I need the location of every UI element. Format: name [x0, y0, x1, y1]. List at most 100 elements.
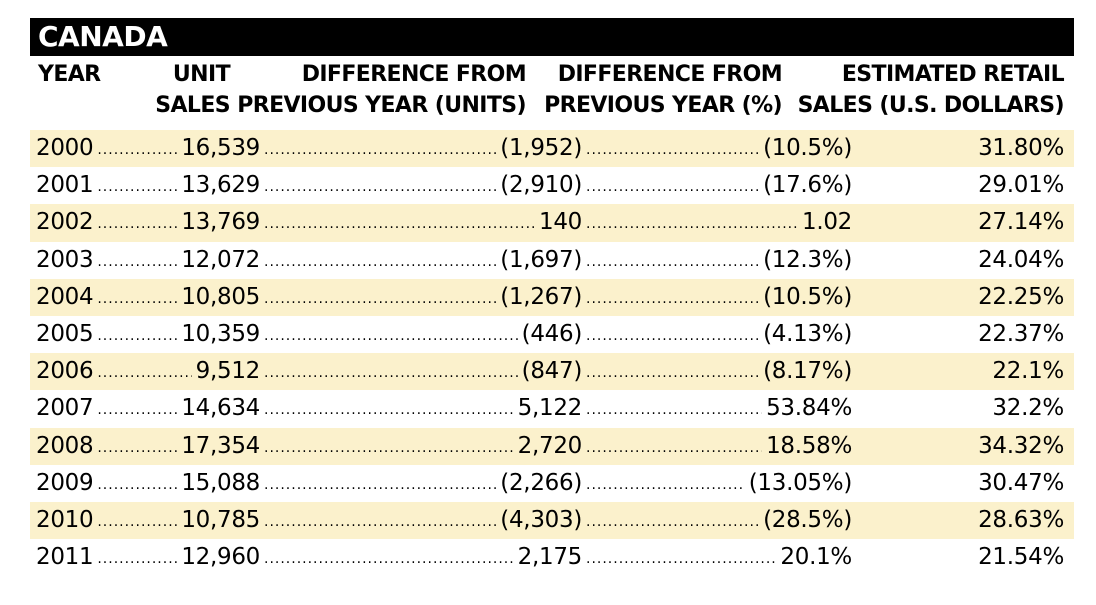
header-diff-pct-line1: DIFFERENCE FROM	[557, 62, 783, 87]
cell-unit-sales: 10,805	[181, 283, 260, 310]
cell-year: 2001	[36, 172, 94, 199]
dot-leader: ........................................…	[586, 179, 759, 196]
cell-year: 2003	[36, 246, 94, 273]
cell-unit-sales: 9,512	[195, 358, 261, 385]
header-year: YEAR	[38, 62, 101, 87]
table-header: YEAR UNIT SALES DIFFERENCE FROM PREVIOUS…	[30, 56, 1074, 130]
table-row: 2002....................................…	[30, 204, 1074, 242]
cell-retail-sales: 22.1%	[992, 358, 1064, 385]
cell-diff-pct: (13.05%)	[748, 469, 853, 496]
cell-year: 2004	[36, 283, 94, 310]
cell-retail-sales: 24.04%	[978, 246, 1064, 273]
dot-leader: ........................................…	[264, 179, 496, 196]
cell-retail-sales: 30.47%	[978, 469, 1064, 496]
cell-unit-sales: 10,359	[181, 320, 260, 347]
dot-leader: ........................................…	[264, 439, 514, 456]
cell-diff-units: (847)	[521, 358, 583, 385]
dot-leader: ........................................…	[264, 476, 496, 493]
dot-leader: ........................................…	[586, 253, 759, 270]
table-row: 2006....................................…	[30, 353, 1074, 391]
dot-leader: ........................................…	[97, 179, 178, 196]
header-retail-line2: SALES (U.S. DOLLARS)	[797, 93, 1065, 118]
cell-retail-sales: 32.2%	[992, 395, 1064, 422]
cell-retail-sales: 22.37%	[978, 320, 1064, 347]
header-diff-pct: DIFFERENCE FROM PREVIOUS YEAR (%)	[544, 59, 783, 121]
cell-diff-units: (446)	[521, 320, 583, 347]
cell-unit-sales: 13,629	[181, 172, 260, 199]
dot-leader: ........................................…	[586, 551, 777, 568]
cell-diff-units: (2,910)	[500, 172, 582, 199]
dot-leader: ........................................…	[264, 513, 496, 530]
cell-diff-units: (1,697)	[500, 246, 582, 273]
cell-diff-units: (1,267)	[500, 283, 582, 310]
cell-year: 2011	[36, 544, 94, 571]
cell-diff-pct: (28.5%)	[763, 506, 852, 533]
dot-leader: ........................................…	[97, 439, 178, 456]
cell-year: 2000	[36, 135, 94, 161]
header-diff-pct-line2: PREVIOUS YEAR (%)	[544, 93, 783, 118]
sales-table: CANADA YEAR UNIT SALES DIFFERENCE FROM P…	[30, 18, 1074, 570]
dot-leader: ........................................…	[264, 365, 518, 382]
header-diff-units: DIFFERENCE FROM PREVIOUS YEAR (UNITS)	[237, 59, 526, 121]
cell-unit-sales: 14,634	[181, 395, 260, 422]
dot-leader: ........................................…	[586, 216, 798, 233]
cell-diff-pct: 18.58%	[766, 432, 852, 459]
dot-leader: ........................................…	[586, 290, 759, 307]
cell-retail-sales: 27.14%	[978, 209, 1064, 236]
cell-retail-sales: 34.32%	[978, 432, 1064, 459]
table-title: CANADA	[30, 18, 1074, 56]
cell-diff-pct: (17.6%)	[763, 172, 852, 199]
dot-leader: ........................................…	[97, 327, 178, 344]
cell-retail-sales: 22.25%	[978, 283, 1064, 310]
cell-unit-sales: 15,088	[181, 469, 260, 496]
table-row: 2003....................................…	[30, 242, 1074, 279]
cell-unit-sales: 12,072	[181, 246, 260, 273]
header-retail: ESTIMATED RETAIL SALES (U.S. DOLLARS)	[797, 59, 1065, 121]
dot-leader: ........................................…	[97, 476, 178, 493]
cell-retail-sales: 31.80%	[978, 135, 1064, 161]
dot-leader: ........................................…	[97, 142, 178, 158]
cell-diff-units: (2,266)	[500, 469, 582, 496]
dot-leader: ........................................…	[586, 365, 759, 382]
cell-diff-pct: 1.02	[801, 209, 852, 236]
cell-year: 2002	[36, 209, 94, 236]
table-row: 2007....................................…	[30, 390, 1074, 427]
table-row: 2011....................................…	[30, 539, 1074, 576]
cell-retail-sales: 21.54%	[978, 544, 1064, 571]
dot-leader: ........................................…	[586, 402, 762, 419]
dot-leader: ........................................…	[586, 476, 745, 493]
dot-leader: ........................................…	[586, 513, 759, 530]
dot-leader: ........................................…	[264, 551, 514, 568]
cell-unit-sales: 17,354	[181, 432, 260, 459]
dot-leader: ........................................…	[97, 253, 178, 270]
cell-diff-units: 5,122	[517, 395, 583, 422]
dot-leader: ........................................…	[586, 327, 759, 344]
table-row: 2009....................................…	[30, 465, 1074, 502]
cell-diff-pct: (12.3%)	[763, 246, 852, 273]
cell-diff-units: 2,175	[517, 544, 583, 571]
cell-diff-units: 140	[539, 209, 582, 236]
header-unit-sales-line2: SALES	[155, 93, 230, 118]
header-unit-sales-line1: UNIT	[172, 62, 231, 87]
dot-leader: ........................................…	[264, 216, 535, 233]
dot-leader: ........................................…	[264, 253, 496, 270]
header-retail-line1: ESTIMATED RETAIL	[841, 62, 1065, 87]
dot-leader: ........................................…	[264, 290, 496, 307]
cell-retail-sales: 29.01%	[978, 172, 1064, 199]
cell-year: 2008	[36, 432, 94, 459]
cell-diff-pct: (8.17%)	[763, 358, 852, 385]
cell-year: 2009	[36, 469, 94, 496]
table-row: 2004....................................…	[30, 278, 1074, 316]
dot-leader: ........................................…	[264, 402, 514, 419]
header-unit-sales: UNIT SALES	[155, 59, 230, 121]
cell-unit-sales: 16,539	[181, 135, 260, 161]
dot-leader: ........................................…	[97, 551, 178, 568]
cell-year: 2010	[36, 506, 94, 533]
cell-unit-sales: 10,785	[181, 506, 260, 533]
cell-unit-sales: 12,960	[181, 544, 260, 571]
table-row: 2000....................................…	[30, 130, 1074, 168]
dot-leader: ........................................…	[586, 142, 759, 158]
cell-diff-pct: 20.1%	[780, 544, 852, 571]
cell-diff-pct: (10.5%)	[763, 283, 852, 310]
dot-leader: ........................................…	[97, 513, 178, 530]
